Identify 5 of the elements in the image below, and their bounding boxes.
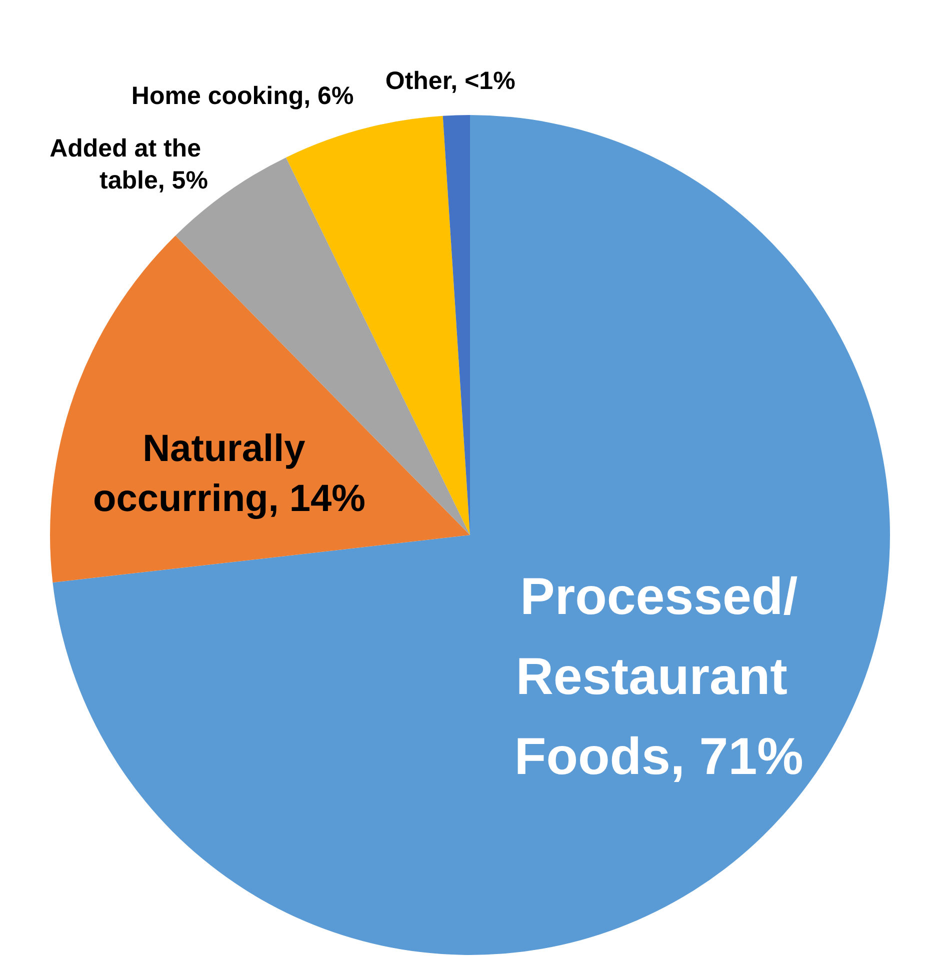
slice-label: Other, <1%: [385, 67, 516, 96]
slice-label: Added at the table, 5%: [50, 134, 208, 194]
slice-label: Processed/Restaurant Foods, 71%: [514, 568, 804, 786]
slice-label: Home cooking, 6%: [131, 82, 354, 110]
slice-label: Naturally occurring, 14%: [92, 428, 366, 520]
